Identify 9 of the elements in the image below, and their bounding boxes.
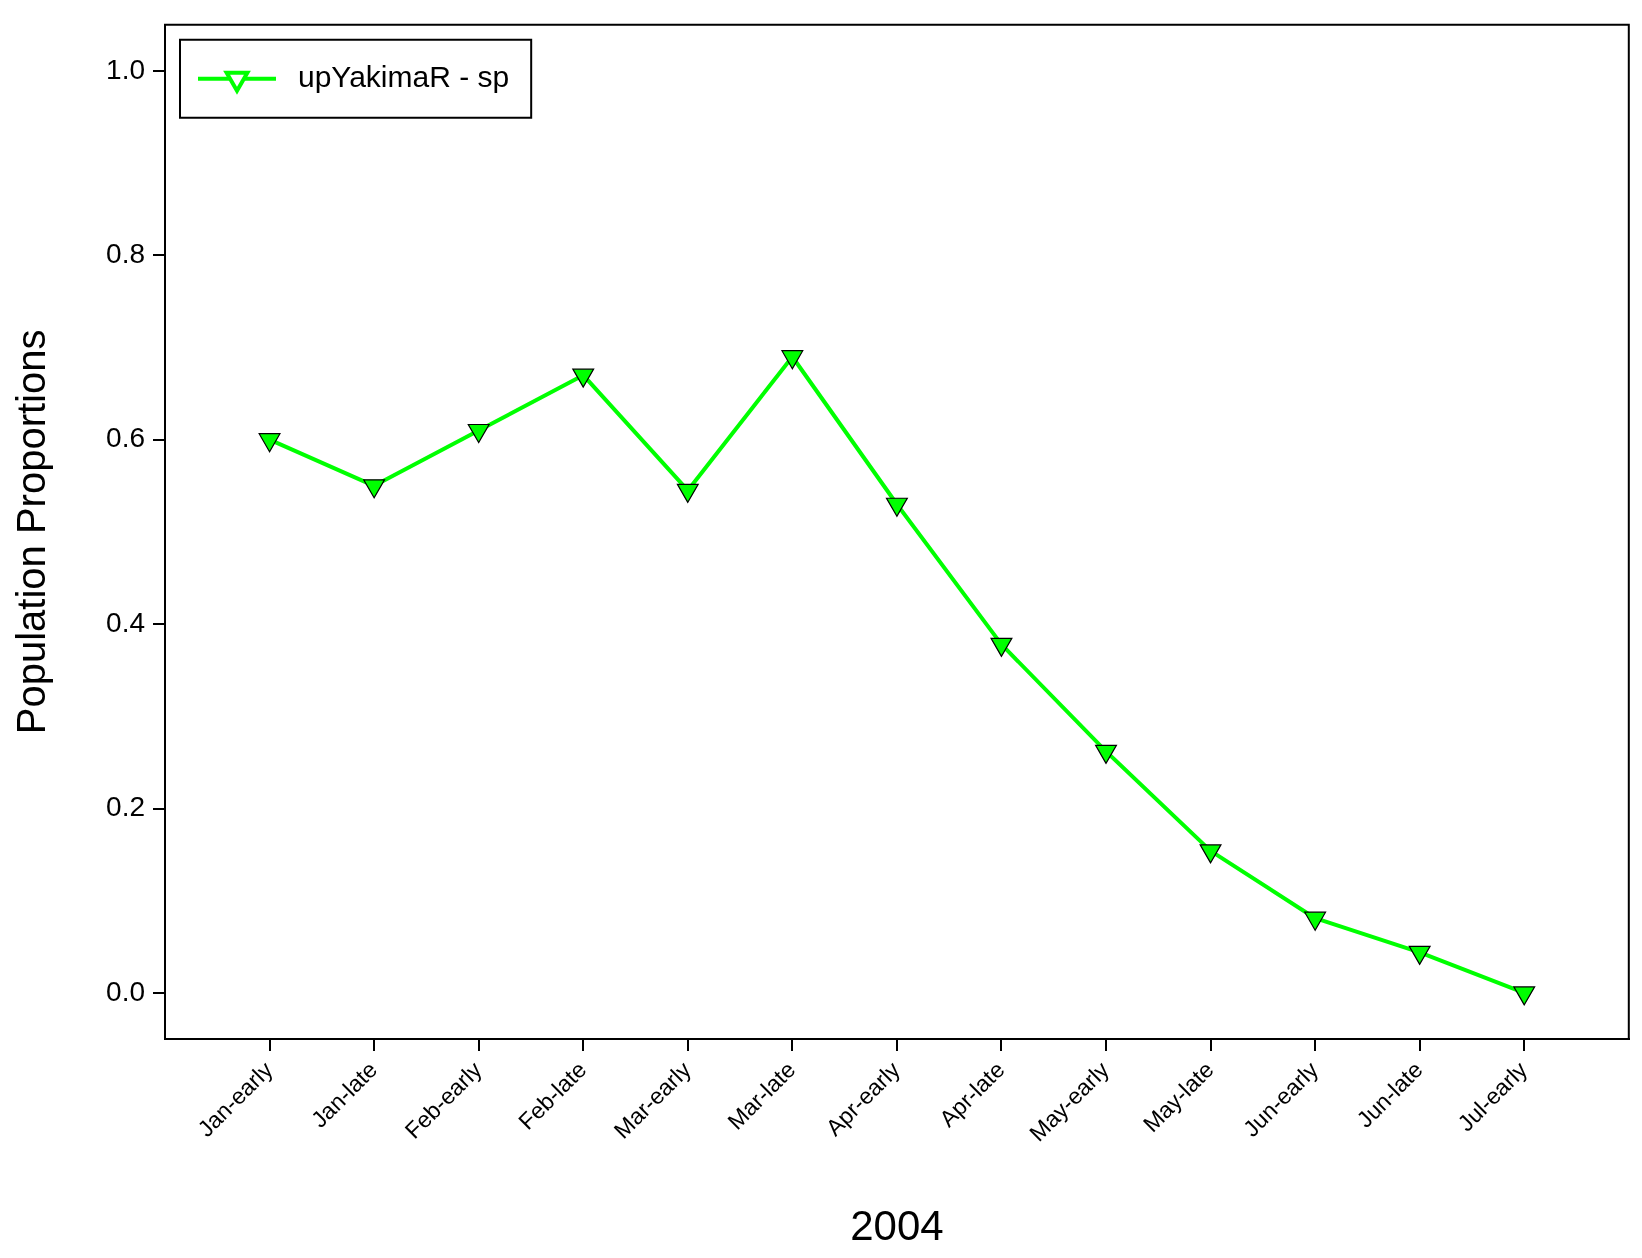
y-tick-label: 0.8: [106, 238, 145, 270]
y-tick-label: 0.0: [106, 975, 145, 1007]
y-tick-label: 0.4: [106, 606, 145, 638]
y-tick-label: 0.2: [106, 791, 145, 823]
x-axis-title: 2004: [850, 1202, 944, 1250]
legend-label: upYakimaR - sp: [298, 60, 510, 94]
y-axis-title: Population Proportions: [9, 329, 54, 735]
y-tick-label: 1.0: [106, 53, 145, 85]
y-tick-label: 0.6: [106, 422, 145, 454]
